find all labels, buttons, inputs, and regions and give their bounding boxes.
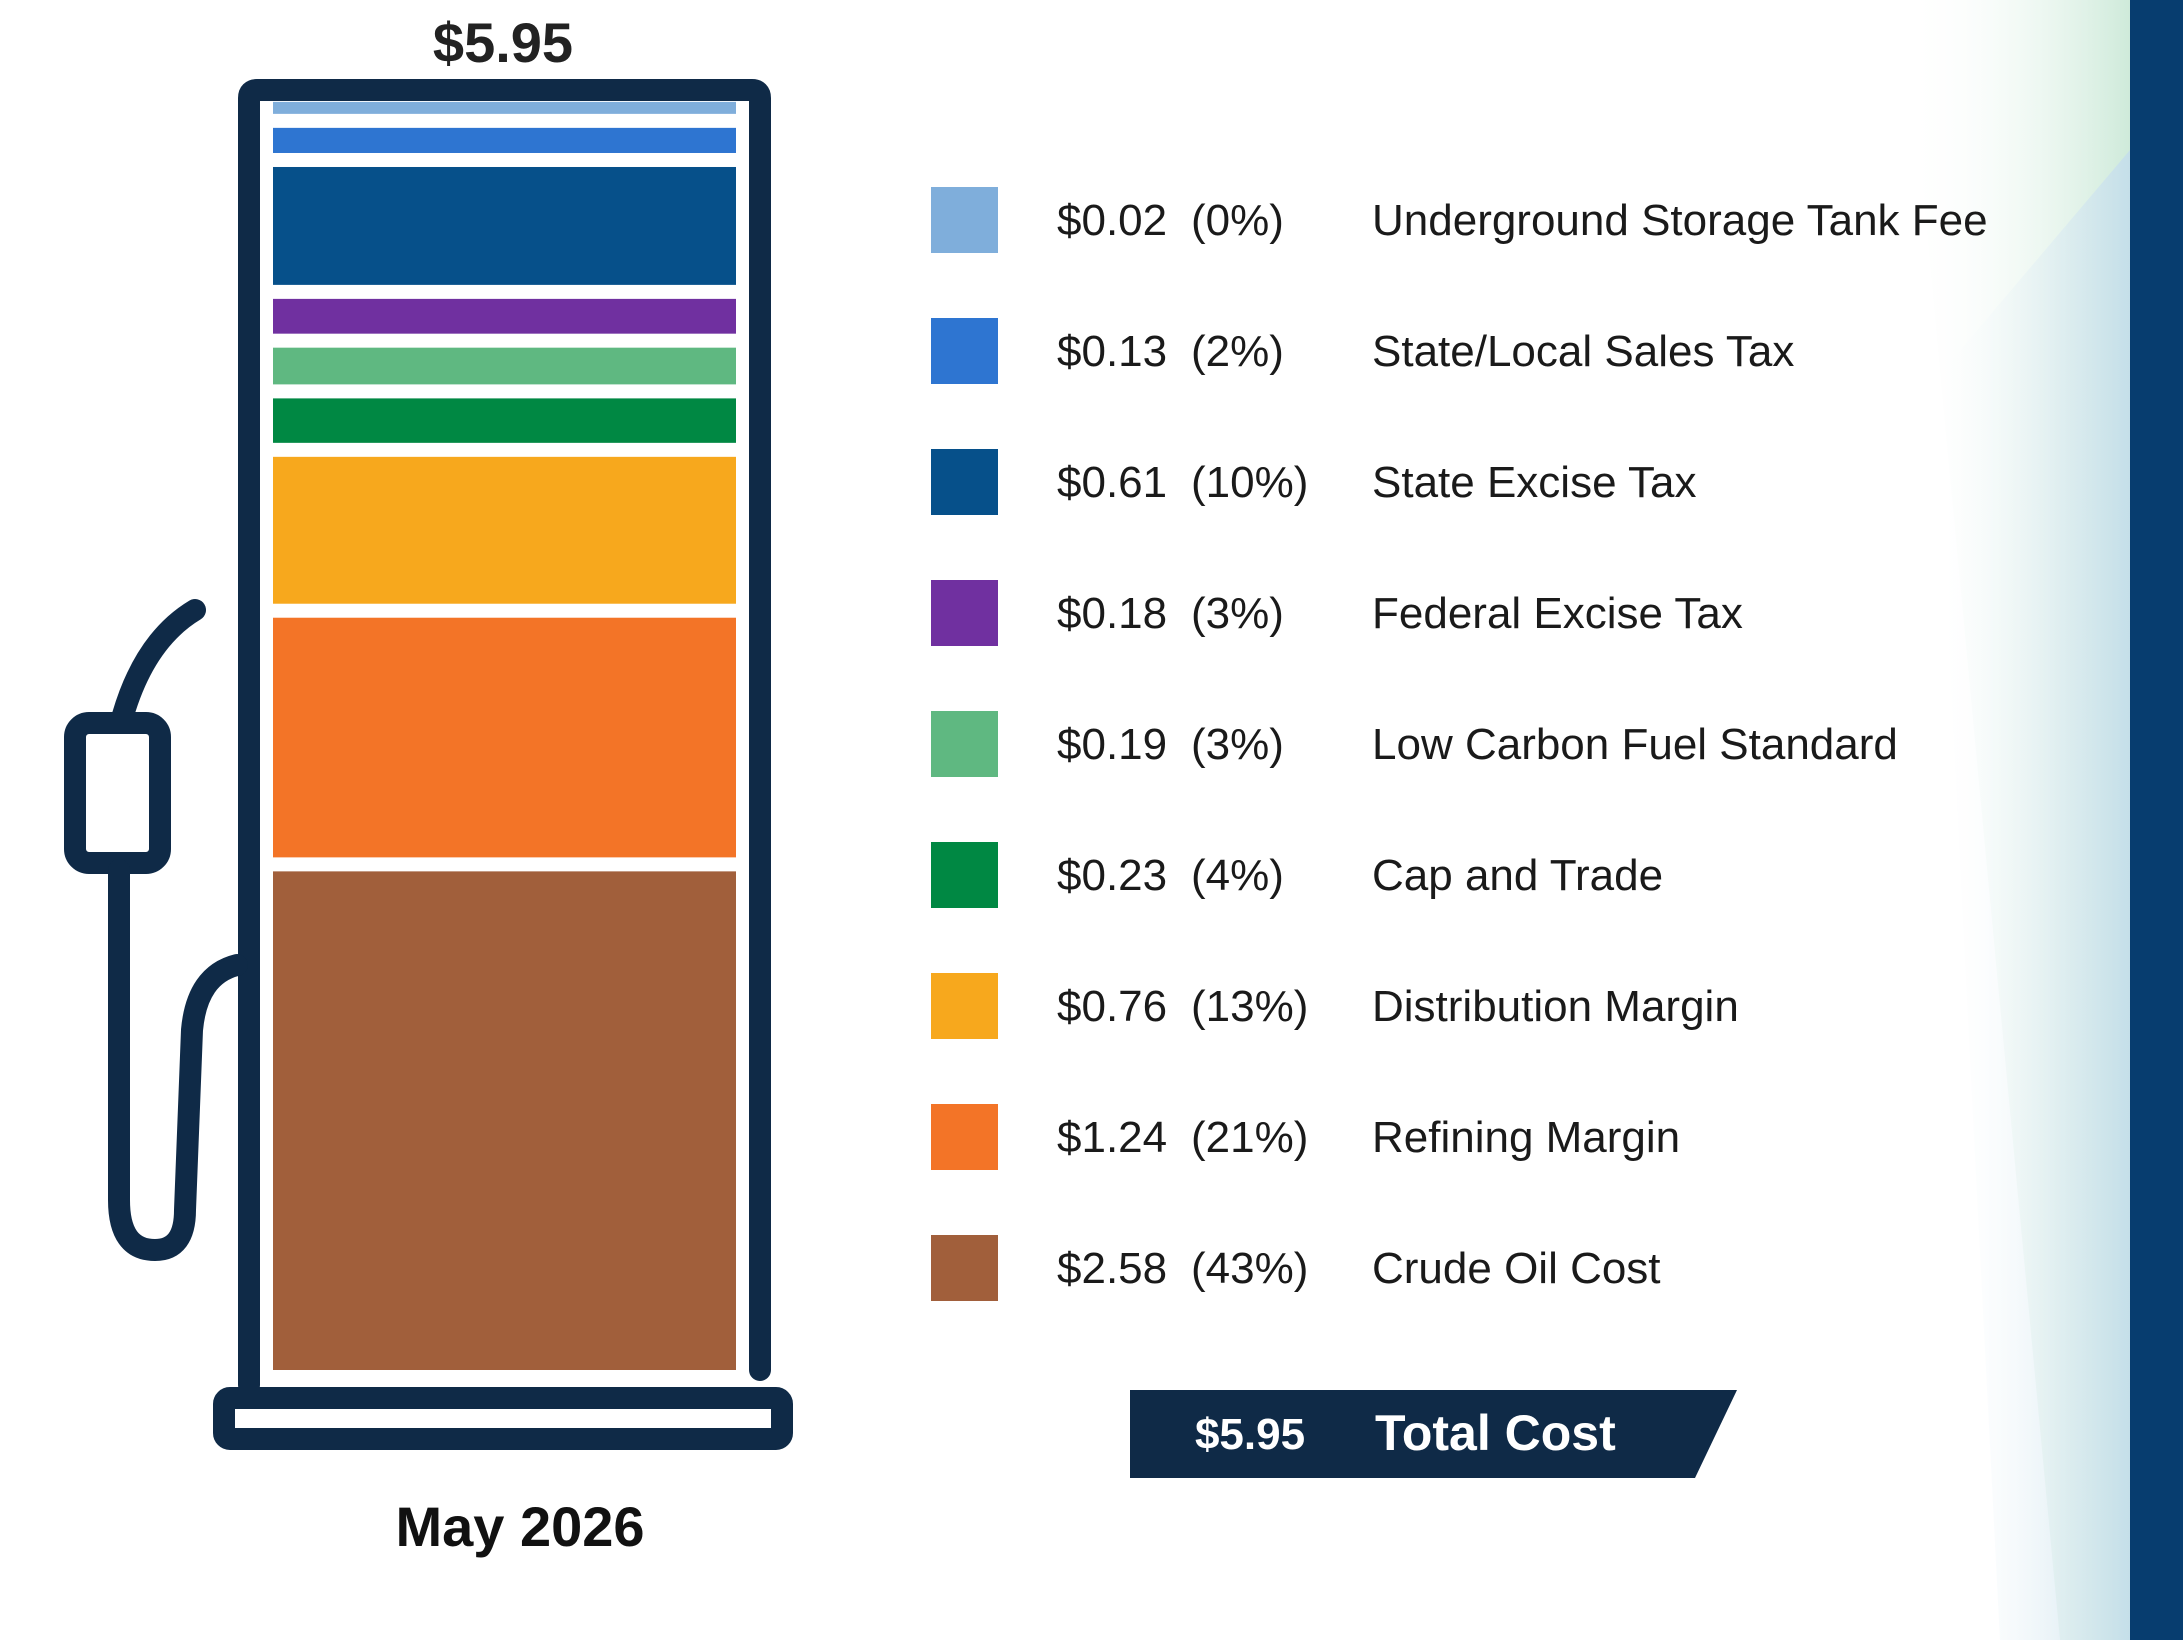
legend-percent: (3%): [1191, 720, 1284, 769]
legend-value: $0.76: [1057, 982, 1167, 1031]
legend-percent: (43%): [1191, 1244, 1308, 1293]
legend-item-distribution-margin: $0.76 (13%) Distribution Margin: [931, 973, 1739, 1039]
total-cost-banner: $5.95 Total Cost: [1130, 1390, 1737, 1478]
pump-base: [213, 1387, 793, 1450]
legend-percent: (0%): [1191, 196, 1284, 245]
bar-segment-refining-margin: [273, 617, 736, 858]
legend-item-underground-storage-tank-fee: $0.02 (0%) Underground Storage Tank Fee: [931, 187, 1988, 253]
total-cost-background: [1130, 1390, 1737, 1478]
legend-label: Underground Storage Tank Fee: [1372, 196, 1988, 245]
legend-item-state-local-sales-tax: $0.13 (2%) State/Local Sales Tax: [931, 318, 1794, 384]
legend-percent: (10%): [1191, 458, 1308, 507]
legend-value: $0.19: [1057, 720, 1167, 769]
legend-value: $1.24: [1057, 1113, 1167, 1162]
bar-segment-state-local-sales-tax: [273, 127, 736, 153]
legend-item-crude-oil-cost: $2.58 (43%) Crude Oil Cost: [931, 1235, 1661, 1301]
legend-label: Distribution Margin: [1372, 982, 1739, 1031]
legend-swatch: [931, 842, 998, 908]
legend-value: $0.23: [1057, 851, 1167, 900]
legend-percent: (21%): [1191, 1113, 1308, 1162]
pump-icon: [64, 79, 793, 1450]
legend-value: $2.58: [1057, 1244, 1167, 1293]
legend-percent: (13%): [1191, 982, 1308, 1031]
chart-title: $5.95: [433, 11, 573, 74]
right-accent-bar: [2130, 0, 2183, 1640]
legend-label: State/Local Sales Tax: [1372, 327, 1794, 376]
legend-swatch: [931, 580, 998, 646]
legend-swatch: [931, 1235, 998, 1301]
bar-segment-underground-storage-tank-fee: [273, 101, 736, 114]
legend-percent: (4%): [1191, 851, 1284, 900]
legend-swatch: [931, 973, 998, 1039]
legend-swatch: [931, 187, 998, 253]
period-label: May 2026: [395, 1495, 644, 1558]
legend-swatch: [931, 711, 998, 777]
legend-label: Crude Oil Cost: [1372, 1244, 1661, 1293]
pump-nozzle-handle: [64, 712, 171, 874]
legend-percent: (2%): [1191, 327, 1284, 376]
legend-swatch: [931, 449, 998, 515]
bar-segment-cap-and-trade: [273, 398, 736, 443]
legend-label: Refining Margin: [1372, 1113, 1680, 1162]
legend-item-federal-excise-tax: $0.18 (3%) Federal Excise Tax: [931, 580, 1743, 646]
legend-label: Cap and Trade: [1372, 851, 1663, 900]
pump-hose: [108, 859, 248, 1261]
bar-segment-federal-excise-tax: [273, 298, 736, 334]
legend-label: Low Carbon Fuel Standard: [1372, 720, 1898, 769]
legend-swatch: [931, 318, 998, 384]
legend-swatch: [931, 1104, 998, 1170]
legend-value: $0.02: [1057, 196, 1167, 245]
legend-item-cap-and-trade: $0.23 (4%) Cap and Trade: [931, 842, 1663, 908]
legend-label: State Excise Tax: [1372, 458, 1696, 507]
legend-item-low-carbon-fuel-standard: $0.19 (3%) Low Carbon Fuel Standard: [931, 711, 1898, 777]
total-cost-value: $5.95: [1195, 1410, 1305, 1459]
total-cost-label: Total Cost: [1375, 1405, 1616, 1461]
legend-value: $0.61: [1057, 458, 1167, 507]
bar-segment-crude-oil-cost: [273, 871, 736, 1370]
bar-segment-state-excise-tax: [273, 166, 736, 285]
legend: $0.02 (0%) Underground Storage Tank Fee$0.…: [931, 187, 1988, 1301]
bar-segment-distribution-margin: [273, 456, 736, 604]
stacked-bar: [273, 101, 736, 1370]
legend-percent: (3%): [1191, 589, 1284, 638]
legend-item-state-excise-tax: $0.61 (10%) State Excise Tax: [931, 449, 1696, 515]
pump-body-outline: [238, 79, 771, 1396]
right-decoration: [1905, 0, 2183, 1640]
legend-value: $0.13: [1057, 327, 1167, 376]
decor-gradient-blue: [1935, 150, 2130, 1640]
legend-item-refining-margin: $1.24 (21%) Refining Margin: [931, 1104, 1680, 1170]
bar-segment-low-carbon-fuel-standard: [273, 347, 736, 385]
legend-value: $0.18: [1057, 589, 1167, 638]
legend-label: Federal Excise Tax: [1372, 589, 1743, 638]
pump-nozzle-hose-top: [112, 599, 206, 726]
